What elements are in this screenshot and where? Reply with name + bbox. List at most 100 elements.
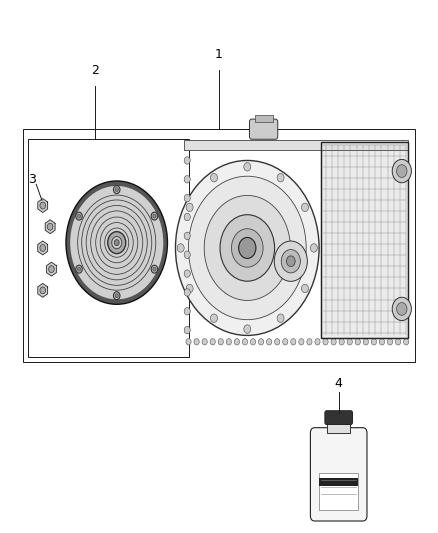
Circle shape <box>177 244 184 252</box>
Circle shape <box>67 182 167 304</box>
Circle shape <box>184 157 190 164</box>
Polygon shape <box>45 220 55 233</box>
Text: 3: 3 <box>28 173 36 185</box>
Circle shape <box>251 338 256 345</box>
Circle shape <box>113 185 120 193</box>
Circle shape <box>184 270 190 277</box>
Circle shape <box>220 215 275 281</box>
Circle shape <box>315 338 320 345</box>
Circle shape <box>311 244 318 252</box>
Circle shape <box>211 314 218 322</box>
Circle shape <box>184 232 190 239</box>
Circle shape <box>184 308 190 315</box>
Circle shape <box>153 267 156 271</box>
Circle shape <box>301 284 308 293</box>
Circle shape <box>151 265 158 273</box>
Polygon shape <box>46 262 57 276</box>
Circle shape <box>40 287 46 294</box>
Circle shape <box>176 160 319 335</box>
Circle shape <box>286 256 295 266</box>
Circle shape <box>275 338 280 345</box>
Circle shape <box>67 182 167 304</box>
Bar <box>321 142 408 338</box>
Circle shape <box>274 241 307 281</box>
Circle shape <box>184 251 190 259</box>
Text: 2: 2 <box>91 64 99 77</box>
Circle shape <box>331 338 336 345</box>
Polygon shape <box>38 284 48 297</box>
Bar <box>319 478 358 486</box>
Circle shape <box>277 173 284 182</box>
FancyBboxPatch shape <box>325 411 353 424</box>
Circle shape <box>113 292 120 300</box>
Circle shape <box>244 325 251 333</box>
Circle shape <box>40 245 46 252</box>
Circle shape <box>283 338 288 345</box>
Circle shape <box>388 338 392 345</box>
Circle shape <box>108 232 126 254</box>
Circle shape <box>239 237 256 259</box>
Polygon shape <box>38 241 48 255</box>
Circle shape <box>112 237 122 249</box>
Circle shape <box>186 284 193 293</box>
Polygon shape <box>184 140 408 150</box>
Circle shape <box>114 240 119 246</box>
Bar <box>327 422 350 433</box>
Circle shape <box>323 338 328 345</box>
FancyBboxPatch shape <box>311 427 367 521</box>
Circle shape <box>291 338 296 345</box>
Circle shape <box>299 338 304 345</box>
Circle shape <box>184 289 190 296</box>
Circle shape <box>153 214 156 218</box>
Circle shape <box>244 163 251 171</box>
Circle shape <box>184 195 190 202</box>
Circle shape <box>188 176 306 320</box>
Circle shape <box>371 338 377 345</box>
Circle shape <box>151 212 158 220</box>
Circle shape <box>76 212 82 220</box>
Circle shape <box>277 314 284 322</box>
Circle shape <box>232 229 263 267</box>
Polygon shape <box>38 199 48 213</box>
Bar <box>319 473 358 511</box>
Circle shape <box>204 196 290 301</box>
Circle shape <box>226 338 231 345</box>
Circle shape <box>339 338 344 345</box>
Circle shape <box>307 338 312 345</box>
Circle shape <box>70 186 163 300</box>
Bar <box>28 139 188 357</box>
Circle shape <box>49 266 54 272</box>
Circle shape <box>266 338 272 345</box>
Circle shape <box>194 338 199 345</box>
Circle shape <box>186 203 193 212</box>
Circle shape <box>403 338 409 345</box>
Circle shape <box>218 338 223 345</box>
Circle shape <box>78 214 81 218</box>
Circle shape <box>258 338 264 345</box>
Circle shape <box>184 175 190 183</box>
Circle shape <box>40 202 46 209</box>
Circle shape <box>242 338 247 345</box>
Circle shape <box>396 338 401 345</box>
Circle shape <box>234 338 240 345</box>
Circle shape <box>186 338 191 345</box>
Circle shape <box>392 159 411 183</box>
Circle shape <box>347 338 352 345</box>
Circle shape <box>115 294 118 297</box>
Bar <box>23 128 415 362</box>
Circle shape <box>115 188 118 191</box>
Circle shape <box>184 326 190 334</box>
Circle shape <box>202 338 207 345</box>
Text: 1: 1 <box>215 48 223 61</box>
Circle shape <box>184 213 190 221</box>
Bar <box>321 142 408 338</box>
Circle shape <box>281 249 300 273</box>
Circle shape <box>396 303 407 316</box>
Circle shape <box>210 338 215 345</box>
Circle shape <box>76 265 82 273</box>
FancyBboxPatch shape <box>250 119 278 139</box>
Circle shape <box>392 297 411 320</box>
Circle shape <box>379 338 385 345</box>
Text: 4: 4 <box>335 377 343 390</box>
Circle shape <box>301 203 308 212</box>
